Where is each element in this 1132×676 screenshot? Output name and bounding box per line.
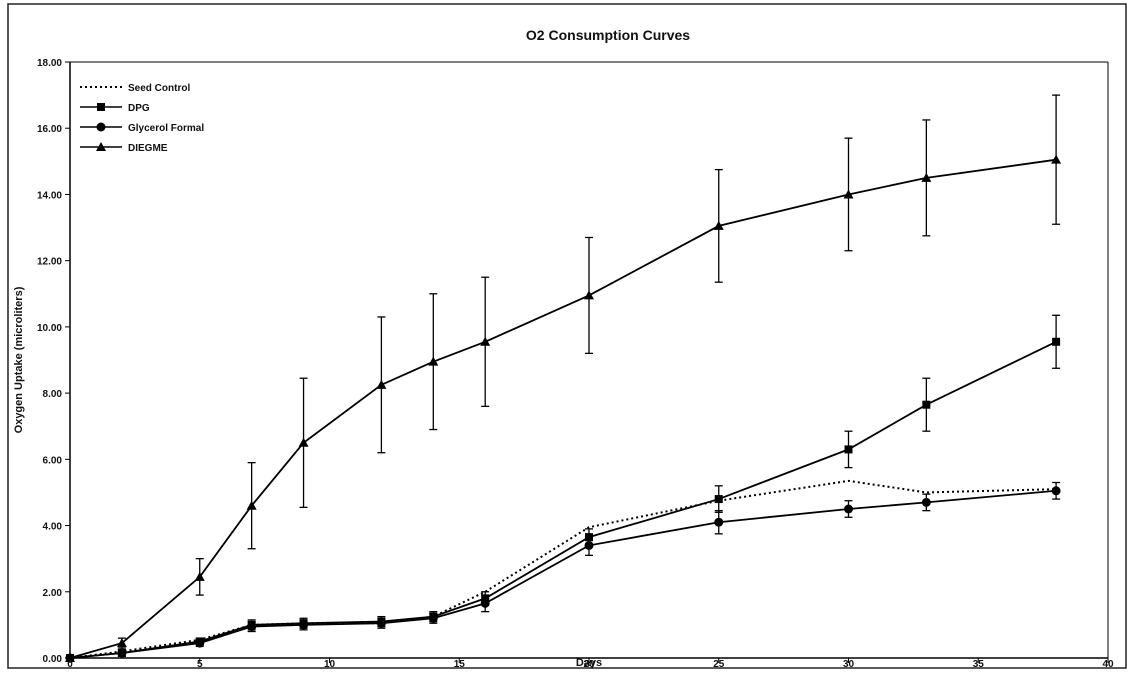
data-point-diegme bbox=[194, 571, 205, 581]
y-tick-label: 0.00 bbox=[43, 654, 63, 665]
data-point-diegme bbox=[1051, 154, 1062, 164]
y-tick-label: 16.00 bbox=[37, 124, 62, 135]
data-point-glycerol-formal bbox=[376, 618, 386, 628]
legend-label-seed-control: Seed Control bbox=[128, 83, 190, 94]
plot-area bbox=[69, 61, 1109, 659]
series-glycerol-formal bbox=[65, 481, 1061, 663]
data-point-diegme bbox=[246, 500, 257, 510]
data-point-glycerol-formal bbox=[1051, 486, 1061, 496]
y-ticks: 0.00 2.00 4.00 6.00 8.00 10.00 12.00 14.00 16.00… bbox=[37, 58, 70, 665]
data-point-glycerol-formal bbox=[844, 504, 853, 514]
data-point-diegme bbox=[713, 220, 724, 230]
data-point-dpg bbox=[1052, 337, 1061, 346]
legend-item-seed-control: Seed Control bbox=[80, 83, 190, 94]
y-tick-label: 18.00 bbox=[37, 58, 62, 69]
x-tick-label: 25 bbox=[713, 659, 725, 670]
data-point-diegme bbox=[921, 172, 932, 182]
data-point-dpg-legend bbox=[97, 103, 105, 111]
data-point-glycerol-formal bbox=[117, 648, 127, 658]
data-point-glycerol-formal bbox=[195, 638, 205, 648]
y-tick-label: 6.00 bbox=[43, 455, 63, 466]
data-point-glycerol-formal bbox=[714, 517, 724, 527]
series-layer bbox=[65, 94, 1062, 663]
x-tick-label: 0 bbox=[67, 659, 73, 670]
series-diegme bbox=[65, 94, 1062, 662]
x-tick-label: 35 bbox=[973, 659, 985, 670]
data-point-glycerol-formal bbox=[247, 622, 257, 632]
legend-label-dpg: DPG bbox=[128, 103, 150, 114]
y-tick-label: 10.00 bbox=[37, 323, 62, 334]
y-tick-label: 14.00 bbox=[37, 190, 62, 201]
data-point-diegme bbox=[298, 437, 309, 447]
x-axis-label: Days bbox=[576, 657, 602, 669]
data-point-diegme bbox=[376, 379, 387, 389]
x-tick-label: 30 bbox=[843, 659, 855, 670]
y-tick-label: 12.00 bbox=[37, 257, 62, 268]
y-tick-label: 4.00 bbox=[43, 522, 63, 533]
data-point-diegme bbox=[428, 356, 439, 366]
legend-label-diegme: DIEGME bbox=[128, 143, 168, 154]
data-point-glycerol-formal bbox=[584, 540, 594, 550]
legend: Seed Control DPG Glycerol Formal DIEGME bbox=[80, 83, 204, 154]
chart-frame bbox=[7, 3, 1127, 669]
legend-item-glycerol-formal: Glycerol Formal bbox=[80, 122, 204, 134]
x-tick-label: 5 bbox=[197, 659, 203, 670]
data-point-diegme bbox=[584, 290, 594, 300]
data-point-glycerol-formal-legend bbox=[96, 122, 106, 132]
data-point-glycerol-formal bbox=[299, 620, 309, 630]
legend-item-dpg: DPG bbox=[80, 103, 150, 114]
data-point-diegme bbox=[116, 638, 127, 648]
data-point-diegme-legend bbox=[96, 142, 106, 151]
data-point-glycerol-formal bbox=[428, 613, 438, 623]
legend-item-diegme: DIEGME bbox=[80, 142, 168, 154]
y-tick-label: 2.00 bbox=[43, 588, 63, 599]
chart-title: O2 Consumption Curves bbox=[526, 27, 690, 43]
data-point-glycerol-formal bbox=[921, 497, 931, 507]
data-point-diegme bbox=[843, 189, 854, 199]
x-tick-label: 10 bbox=[324, 659, 336, 670]
legend-label-glycerol-formal: Glycerol Formal bbox=[128, 123, 204, 134]
y-axis-label: Oxygen Uptake (microliters) bbox=[13, 286, 25, 433]
data-point-dpg bbox=[844, 445, 853, 454]
y-tick-label: 8.00 bbox=[43, 389, 63, 400]
x-tick-label: 20 bbox=[583, 659, 595, 670]
x-tick-label: 40 bbox=[1102, 659, 1114, 670]
data-point-dpg bbox=[922, 400, 931, 409]
x-tick-label: 15 bbox=[454, 659, 466, 670]
data-point-diegme bbox=[65, 653, 75, 662]
data-point-dpg bbox=[714, 495, 723, 504]
data-point-glycerol-formal bbox=[480, 598, 490, 608]
data-point-diegme bbox=[480, 336, 491, 346]
